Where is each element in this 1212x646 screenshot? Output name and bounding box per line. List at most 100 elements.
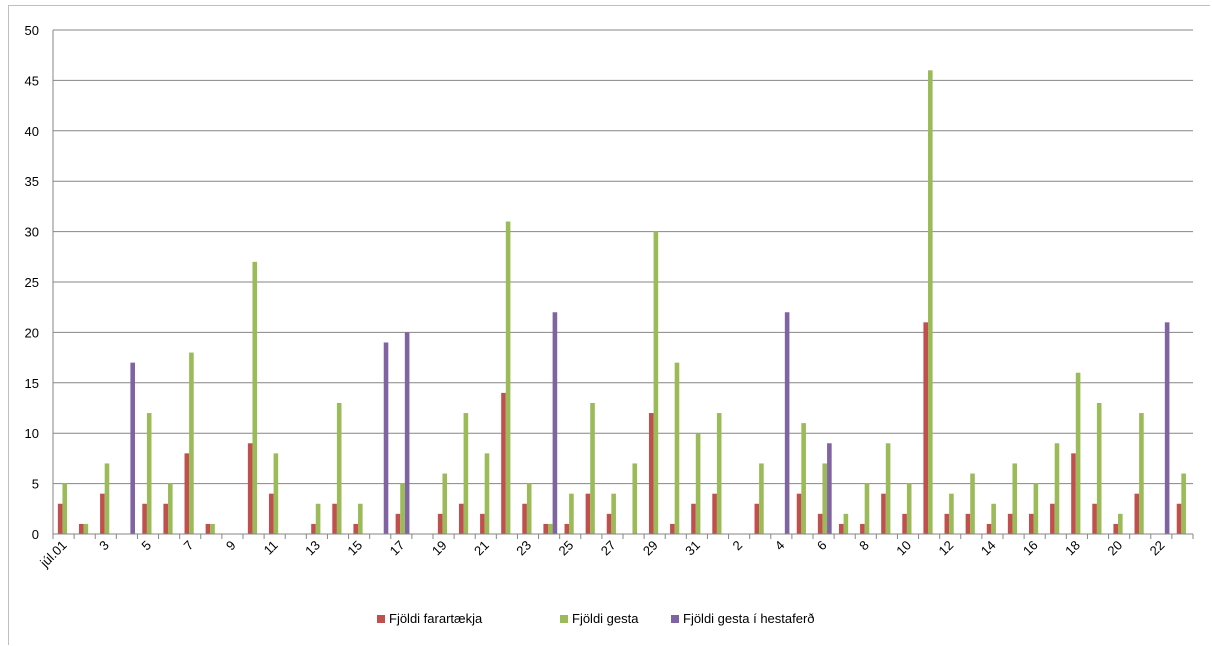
y-tick-label: 0: [32, 527, 39, 542]
bar: [189, 352, 194, 534]
bar: [801, 423, 806, 534]
bar: [1176, 503, 1182, 534]
bar: [526, 483, 532, 534]
bar: [611, 493, 616, 534]
bar: [543, 523, 549, 534]
bar: [1050, 503, 1055, 534]
x-tick-label: 23: [513, 538, 534, 559]
bar: [168, 483, 173, 534]
bar: [1007, 513, 1013, 534]
y-tick-label: 10: [25, 426, 39, 441]
bar: [1118, 513, 1123, 534]
bar: [569, 493, 574, 534]
bar: [754, 503, 760, 534]
y-tick-labels: 0 5 10 15 20 25 30 35 40 45 50: [25, 23, 39, 542]
bar: [632, 463, 638, 534]
y-tick-label: 45: [25, 73, 39, 88]
bar: [1134, 493, 1140, 534]
bar: [383, 342, 389, 534]
bar: [458, 503, 464, 534]
legend-swatch: [560, 615, 568, 623]
bar: [691, 503, 696, 534]
y-tick-label: 35: [25, 174, 39, 189]
bar: [83, 523, 89, 534]
bar: [784, 312, 790, 534]
bar: [395, 513, 401, 534]
bar: [949, 493, 954, 534]
bar: [501, 392, 506, 534]
bar: [484, 453, 490, 534]
bar: [944, 513, 950, 534]
bar: [796, 493, 802, 534]
x-tick-label: 17: [387, 538, 408, 559]
y-tick-label: 5: [32, 477, 39, 492]
bar: [100, 493, 105, 534]
bar: [817, 513, 823, 534]
bar: [1096, 402, 1102, 534]
bar: [315, 503, 321, 534]
bar: [712, 493, 717, 534]
legend-label: Fjöldi gesta: [572, 611, 639, 626]
y-tick-label: 15: [25, 376, 39, 391]
legend-swatch: [377, 615, 385, 623]
bar: [885, 443, 891, 534]
bars: [57, 70, 1186, 534]
bar: [142, 503, 147, 534]
x-tick-label: 22: [1147, 538, 1168, 559]
bar: [442, 473, 448, 534]
x-tick-label: 11: [261, 538, 281, 558]
bar: [104, 463, 110, 534]
legend-swatch: [671, 615, 679, 623]
y-tick-label: 50: [25, 23, 39, 38]
bar: [163, 503, 169, 534]
x-tick-label: 2: [730, 538, 746, 554]
bar: [670, 523, 675, 534]
legend-label: Fjöldi farartækja: [389, 611, 483, 626]
bar: [1012, 463, 1018, 534]
bar: [970, 473, 975, 534]
chart-frame: [8, 5, 1210, 645]
bar: [590, 402, 595, 534]
bar: [1181, 473, 1186, 534]
x-tick-label: 25: [556, 538, 577, 559]
bar: [648, 413, 654, 534]
legend: Fjöldi farartækja Fjöldi gesta Fjöldi gest…: [377, 611, 815, 626]
x-tick-label: 4: [772, 538, 788, 554]
bar: [902, 513, 907, 534]
x-tick-label: júl.01: [36, 538, 69, 571]
x-tick-label: 21: [471, 538, 492, 559]
x-tick-label: 7: [181, 538, 197, 554]
x-tick-label: 19: [429, 538, 450, 559]
bar: [928, 70, 933, 534]
bar: [210, 523, 215, 534]
bar: [205, 523, 211, 534]
bar: [843, 513, 849, 534]
y-tick-label: 40: [25, 124, 39, 139]
bar: [1054, 443, 1060, 534]
bar: [78, 523, 84, 534]
legend-item: Fjöldi gesta í hestaferð: [671, 611, 815, 626]
bar: [838, 523, 844, 534]
bar: [822, 463, 828, 534]
bar: [332, 503, 337, 534]
bar: [986, 523, 992, 534]
bar: [146, 413, 152, 534]
x-tick-label: 10: [893, 538, 914, 559]
bar: [336, 402, 342, 534]
x-tick-label: 20: [1104, 538, 1125, 559]
bar: [695, 433, 701, 534]
bar: [991, 503, 996, 534]
x-tick-label: 9: [223, 538, 239, 554]
bar: [522, 503, 527, 534]
legend-item: Fjöldi gesta: [560, 611, 639, 626]
bar: [252, 261, 258, 534]
bar: [1071, 453, 1076, 534]
bar: [273, 453, 279, 534]
bar: [1092, 503, 1097, 534]
bar: [965, 513, 971, 534]
bar: [358, 503, 363, 534]
x-tick-label: 14: [978, 538, 999, 559]
bar: [827, 443, 832, 534]
legend-item: Fjöldi farartækja: [377, 611, 483, 626]
y-tick-label: 30: [25, 225, 39, 240]
